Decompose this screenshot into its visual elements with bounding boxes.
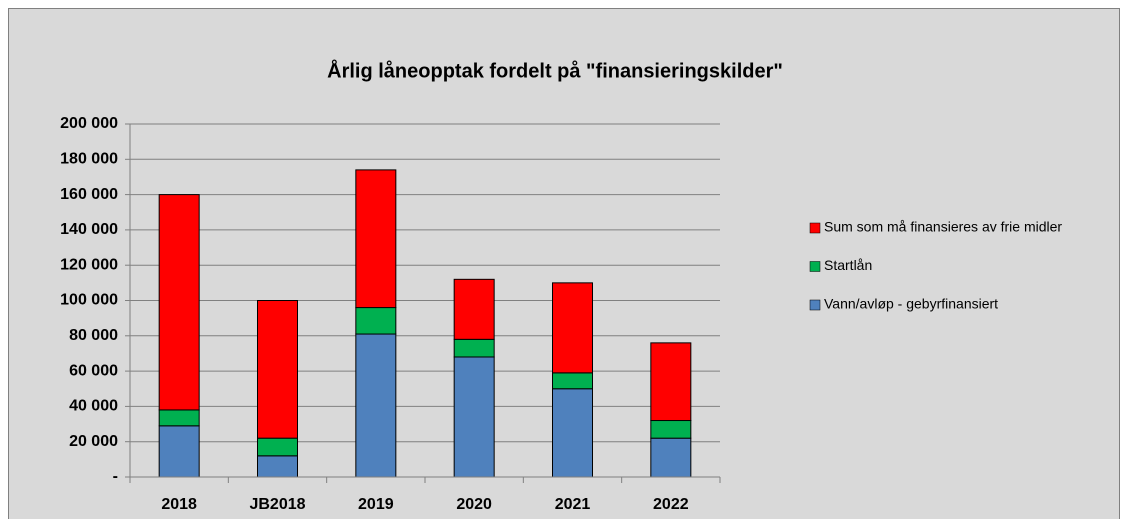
legend-swatch xyxy=(809,222,821,234)
y-tick-label: 40 000 xyxy=(69,398,118,415)
bar-segment xyxy=(552,372,593,390)
legend-swatch xyxy=(809,299,821,311)
chart-title: Årlig låneopptak fordelt på "finansierin… xyxy=(327,58,783,82)
y-tick-label: 140 000 xyxy=(60,221,118,238)
x-tick-label: 2019 xyxy=(358,496,394,513)
bar-segment xyxy=(453,338,495,358)
x-tick-label: 2021 xyxy=(555,496,591,513)
bar-segment xyxy=(257,300,298,439)
legend-label: Sum som må finansieres av frie midler xyxy=(824,219,1062,235)
bar-segment xyxy=(650,420,692,439)
y-tick-label: 100 000 xyxy=(60,292,118,309)
bar-segment xyxy=(453,278,495,340)
y-tick-label: 80 000 xyxy=(69,327,118,344)
bar-segment xyxy=(453,356,495,478)
legend-swatch xyxy=(809,261,821,272)
bar-segment xyxy=(158,425,200,478)
bar-segment xyxy=(158,194,200,411)
y-tick-label: 160 000 xyxy=(60,186,118,203)
x-tick-label: JB2018 xyxy=(249,496,305,513)
y-tick-label: 180 000 xyxy=(60,151,118,168)
bar-segment xyxy=(355,169,397,309)
bar-segment xyxy=(650,342,692,422)
x-tick-label: 2020 xyxy=(456,496,492,513)
y-tick-label: 60 000 xyxy=(69,362,118,379)
legend-label: Startlån xyxy=(824,257,872,273)
y-tick-label: 20 000 xyxy=(69,433,118,450)
bar-segment xyxy=(650,437,692,478)
x-tick-label: 2018 xyxy=(161,496,197,513)
bar-segment xyxy=(552,388,593,478)
bar-segment xyxy=(355,307,397,335)
bar-segment xyxy=(257,437,298,457)
bar-segment xyxy=(355,333,397,478)
y-tick-label: 120 000 xyxy=(60,256,118,273)
bar-segment xyxy=(257,455,298,478)
bar-segment xyxy=(158,409,200,427)
legend-label: Vann/avløp - gebyrfinansiert xyxy=(824,296,998,312)
y-tick-label: - xyxy=(113,468,118,485)
y-tick-label: 200 000 xyxy=(60,115,118,132)
bar-segment xyxy=(552,282,593,374)
x-tick-label: 2022 xyxy=(653,496,689,513)
